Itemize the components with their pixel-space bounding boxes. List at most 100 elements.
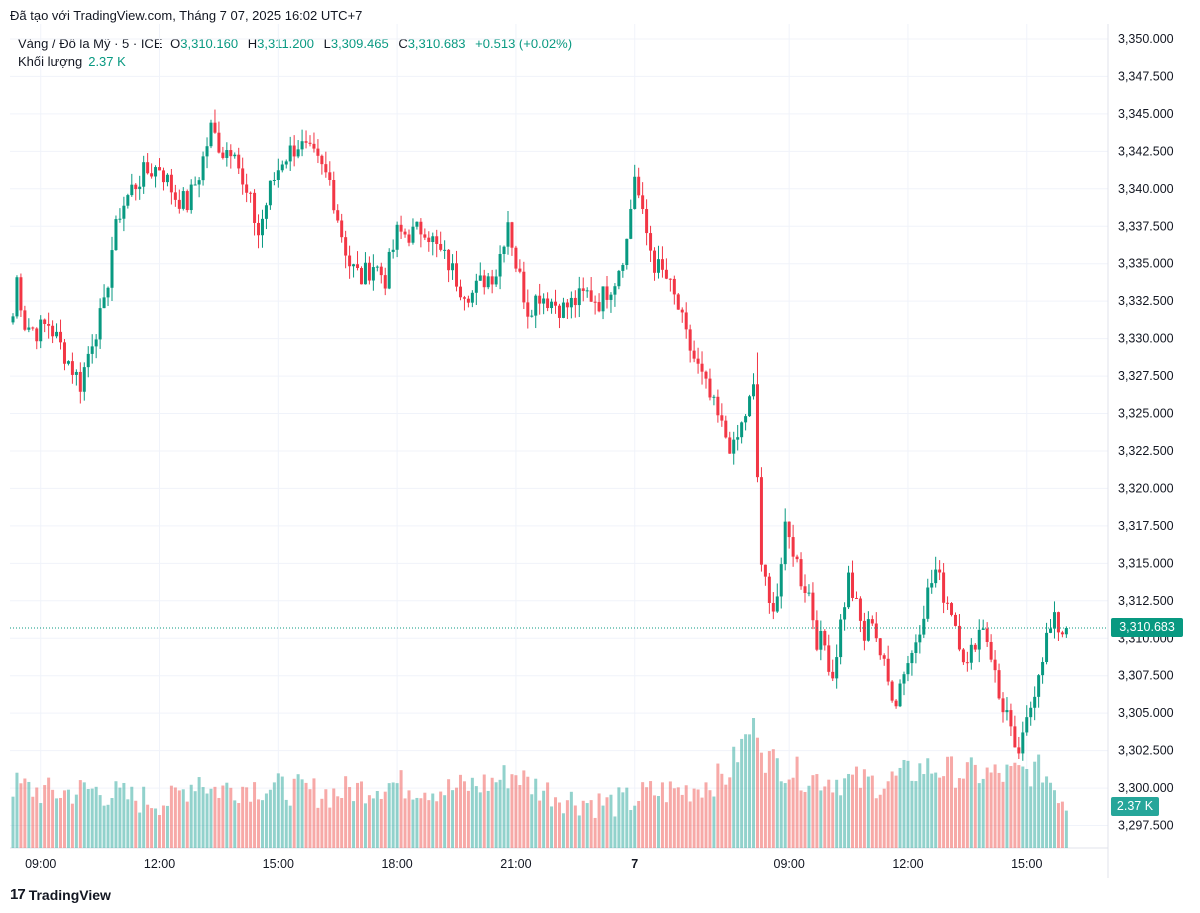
y-tick-label: 3,342.500 — [1118, 144, 1174, 158]
y-tick-label: 3,330.000 — [1118, 332, 1174, 346]
candle-body — [1013, 726, 1017, 748]
candle-body — [890, 681, 894, 701]
candle-body — [407, 234, 411, 243]
tradingview-brand[interactable]: 17 TradingView — [10, 886, 111, 903]
candle-body — [462, 297, 466, 299]
volume-bar — [985, 767, 989, 848]
volume-bar — [1033, 761, 1037, 848]
candle-body — [692, 350, 696, 359]
candle-body — [455, 263, 459, 287]
y-tick-label: 3,345.000 — [1118, 107, 1174, 121]
candle-body — [304, 141, 308, 143]
volume-bar — [177, 790, 181, 848]
candle-body — [51, 325, 55, 337]
candle-body — [55, 331, 59, 337]
candle-body — [332, 180, 336, 211]
candle-body — [874, 623, 878, 639]
candle-body — [19, 277, 23, 311]
volume-bar — [997, 772, 1001, 848]
close-value: 3,310.683 — [407, 36, 466, 51]
volume-bar — [625, 787, 629, 848]
volume-bar — [391, 782, 395, 848]
volume-bar — [763, 772, 767, 848]
volume-bar — [910, 780, 914, 848]
candle-body — [225, 150, 229, 158]
candle-body — [359, 268, 363, 285]
candle-body — [704, 371, 708, 379]
volume-bar — [1005, 764, 1009, 848]
candle-body — [581, 288, 585, 291]
volume-bar — [649, 781, 653, 848]
candle-body — [720, 415, 724, 421]
y-tick-label: 3,315.000 — [1118, 556, 1174, 570]
candle-body — [926, 587, 930, 619]
volume-bar — [815, 774, 819, 848]
volume-bar — [379, 798, 383, 848]
volume-bar — [894, 775, 898, 848]
candle-body — [292, 145, 296, 157]
volume-bar — [736, 762, 740, 848]
candle-body — [787, 521, 791, 538]
candle-body — [617, 270, 621, 287]
volume-bar — [1025, 768, 1029, 848]
volume-bar — [197, 777, 201, 848]
candle-body — [708, 378, 712, 398]
candle-body — [613, 286, 617, 295]
candle-body — [82, 367, 86, 392]
volume-bar — [15, 772, 19, 848]
candle-body — [241, 168, 245, 185]
candle-body — [161, 170, 165, 183]
candle-body — [732, 439, 736, 454]
candle-body — [839, 619, 843, 658]
y-tick-label: 3,325.000 — [1118, 407, 1174, 421]
candle-body — [914, 642, 918, 653]
candle-body — [847, 572, 851, 608]
volume-bar — [748, 734, 752, 848]
candle-body — [1029, 707, 1033, 718]
volume-bar — [874, 798, 878, 848]
volume-bar — [557, 802, 561, 848]
volume-bar — [510, 774, 514, 848]
candle-body — [486, 276, 490, 288]
volume-bar — [158, 815, 162, 848]
volume-bar — [233, 800, 237, 848]
volume-bar — [938, 777, 942, 848]
volume-bar — [953, 787, 957, 848]
candle-body — [31, 327, 35, 329]
candle-body — [114, 219, 118, 251]
volume-bar — [284, 799, 288, 848]
candle-body — [649, 233, 653, 251]
candle-body — [43, 319, 47, 324]
volume-bar — [696, 789, 700, 848]
candle-body — [878, 638, 882, 656]
candle-body — [779, 564, 783, 597]
candle-body — [126, 195, 130, 206]
candle-body — [783, 521, 787, 565]
volume-bar — [799, 790, 803, 848]
volume-bar — [732, 746, 736, 848]
candle-body — [300, 141, 304, 150]
volume-bar — [1021, 766, 1025, 848]
candle-body — [759, 477, 763, 565]
y-tick-label: 3,337.500 — [1118, 219, 1174, 233]
candle-body — [712, 396, 716, 398]
volume-bar — [268, 789, 272, 848]
volume-bar — [66, 789, 70, 848]
candle-body — [961, 649, 965, 663]
candle-body — [740, 422, 744, 438]
candle-body — [680, 309, 684, 313]
volume-bar — [257, 799, 261, 848]
candle-body — [90, 346, 94, 354]
volume-bar — [292, 778, 296, 848]
symbol-label[interactable]: Vàng / Đô la Mỹ · 5 · ICE — [18, 36, 163, 51]
volume-bar — [86, 789, 90, 848]
candle-body — [439, 243, 443, 250]
candle-body — [557, 305, 561, 318]
volume-bar — [336, 796, 340, 848]
volume-bar — [126, 799, 130, 848]
candle-body — [803, 586, 807, 594]
volume-bar — [740, 738, 744, 848]
volume-bar — [324, 789, 328, 848]
volume-bar — [411, 799, 415, 848]
